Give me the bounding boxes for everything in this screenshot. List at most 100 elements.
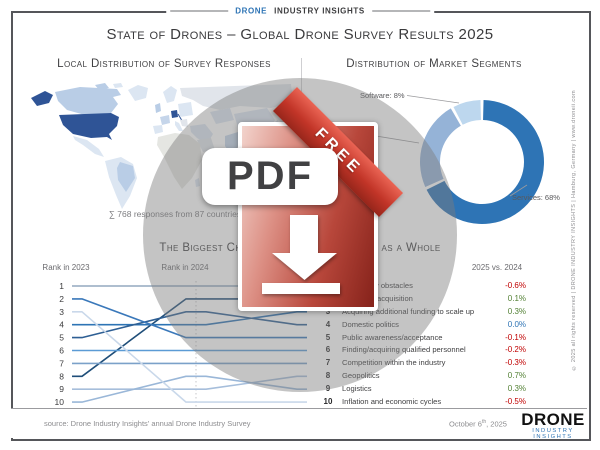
col-rank-2023: Rank in 2023 bbox=[42, 263, 90, 272]
map-uk bbox=[155, 103, 161, 113]
rank-bump-chart: 1 2 3 4 5 6 7 8 9 10 bbox=[55, 281, 307, 407]
rank-scale-label: 4 bbox=[59, 320, 64, 330]
challenge-label: Domestic politics bbox=[342, 319, 399, 329]
challenge-rank-2025: 5 bbox=[325, 332, 331, 342]
map-usa bbox=[59, 113, 119, 140]
challenge-change-value: -0.1% bbox=[505, 332, 526, 342]
bump-line bbox=[72, 310, 307, 326]
challenge-label: Logistics bbox=[342, 384, 372, 394]
publish-date: October 6th, 2025 bbox=[449, 419, 507, 429]
services-label: Services: 68% bbox=[512, 193, 560, 202]
map-africa bbox=[157, 133, 202, 189]
challenge-row: 9 Logistics 0.3% bbox=[320, 382, 526, 395]
bump-line bbox=[72, 310, 307, 403]
challenge-rank-2025: 6 bbox=[325, 345, 331, 355]
header-rule-left bbox=[170, 10, 229, 12]
challenge-row: 10 Inflation and economic cycles -0.5% bbox=[320, 395, 526, 408]
bump-line bbox=[72, 375, 307, 390]
page-title: State of Drones – Global Drone Survey Re… bbox=[106, 26, 494, 43]
donut-segment-software bbox=[453, 100, 481, 125]
services-leader-line bbox=[509, 184, 528, 197]
challenge-rank-2025: 8 bbox=[325, 371, 331, 381]
map-scandinavia bbox=[163, 86, 177, 103]
challenge-row: 3 Acquiring additional funding to scale u… bbox=[320, 305, 526, 318]
map-france bbox=[160, 115, 170, 125]
challenge-row: 4 Domestic politics 0.0% bbox=[320, 318, 526, 331]
challenge-rank-2025: 10 bbox=[323, 396, 333, 406]
source-note: source: Drone Industry Insights' annual … bbox=[44, 419, 251, 428]
rank-scale-label: 5 bbox=[59, 333, 64, 343]
col-rank-2024: Rank in 2024 bbox=[161, 263, 209, 272]
challenge-change-value: 0.7% bbox=[507, 371, 526, 381]
col-change-2025-vs-2024: 2025 vs. 2024 bbox=[471, 263, 523, 272]
world-map bbox=[31, 83, 295, 209]
challenge-change-value: -0.6% bbox=[505, 280, 526, 290]
market-segments-donut-chart: Software: 8% Hardware: 24% Services: 68% bbox=[330, 91, 560, 224]
responses-summary: ∑ 768 responses from 87 countries bbox=[108, 209, 242, 219]
challenge-change-value: 0.1% bbox=[507, 293, 526, 303]
challenge-rank-2025: 4 bbox=[325, 319, 331, 329]
challenge-row: 7 Competition within the industry -0.3% bbox=[320, 356, 526, 369]
rank-scale-2023: 1 2 3 4 5 6 7 8 9 10 bbox=[55, 281, 65, 407]
challenge-change-value: -0.3% bbox=[505, 358, 526, 368]
download-arrow-icon bbox=[262, 215, 340, 294]
map-germany bbox=[171, 110, 178, 118]
rank-scale-label: 8 bbox=[59, 371, 64, 381]
rank-scale-label: 9 bbox=[59, 384, 64, 394]
brand-primary: DRONE bbox=[235, 6, 268, 16]
rank-scale-label: 2 bbox=[59, 294, 64, 304]
donut-segment-hardware bbox=[420, 108, 461, 187]
map-alaska bbox=[31, 91, 53, 106]
copyright-note-wrap: © 2025 all rights reserved | DRONE INDUS… bbox=[566, 55, 582, 405]
logo-primary: DRONE bbox=[521, 410, 585, 429]
software-leader-line bbox=[406, 95, 460, 104]
segments-panel-title: Distribution of Market Segments bbox=[346, 58, 522, 70]
challenge-label: Public awareness/acceptance bbox=[342, 332, 443, 342]
challenge-row: 8 Geopolitics 0.7% bbox=[320, 369, 526, 382]
map-greenland bbox=[128, 85, 148, 101]
challenge-label: Geopolitics bbox=[342, 371, 380, 381]
rank-scale-label: 1 bbox=[59, 281, 64, 291]
rank-scale-label: 3 bbox=[59, 307, 64, 317]
company-logo: DRONE INDUSTRY INSIGHTS bbox=[519, 411, 587, 441]
copyright-note: © 2025 all rights reserved | DRONE INDUS… bbox=[571, 89, 577, 371]
challenge-row: 5 Public awareness/acceptance -0.1% bbox=[320, 331, 526, 344]
bump-line bbox=[72, 298, 307, 339]
challenge-label: Acquiring additional funding to scale up bbox=[342, 306, 475, 316]
bump-line bbox=[72, 375, 307, 403]
brand-secondary: INDUSTRY INSIGHTS bbox=[274, 6, 365, 16]
header-rule-right bbox=[371, 10, 430, 12]
challenge-change-value: -0.2% bbox=[505, 345, 526, 355]
challenge-label: Competition within the industry bbox=[342, 358, 446, 368]
rank-scale-label: 6 bbox=[59, 346, 64, 356]
map-iberia bbox=[153, 125, 163, 134]
rank-scale-label: 10 bbox=[55, 397, 65, 407]
map-mexico bbox=[73, 136, 104, 157]
map-italy bbox=[175, 121, 183, 131]
bump-lines bbox=[72, 285, 307, 403]
challenge-change-value: 0.3% bbox=[507, 306, 526, 316]
software-label: Software: 8% bbox=[360, 91, 405, 100]
bump-line bbox=[72, 310, 307, 339]
logo-secondary: INDUSTRY INSIGHTS bbox=[532, 428, 574, 440]
pdf-badge-label: PDF bbox=[227, 154, 313, 198]
map-brazil bbox=[117, 162, 135, 192]
challenge-list: 1Regulatory obstacles-0.6%2Customer acqu… bbox=[320, 279, 526, 408]
challenge-rank-2025: 9 bbox=[325, 384, 331, 394]
challenge-label: Finding/acquiring qualified personnel bbox=[342, 345, 466, 355]
pdf-badge: PDF bbox=[202, 148, 338, 205]
challenge-label: Inflation and economic cycles bbox=[342, 396, 442, 406]
challenge-change-value: 0.0% bbox=[507, 319, 526, 329]
map-russia bbox=[180, 84, 293, 110]
rank-scale-label: 7 bbox=[59, 358, 64, 368]
challenge-change-value: 0.3% bbox=[507, 384, 526, 394]
footer: source: Drone Industry Insights' annual … bbox=[11, 408, 587, 441]
challenge-rank-2025: 7 bbox=[325, 358, 331, 368]
map-panel-title: Local Distribution of Survey Responses bbox=[57, 58, 271, 70]
brand-header: DRONE INDUSTRY INSIGHTS bbox=[166, 6, 434, 16]
hardware-leader-line bbox=[375, 135, 420, 144]
challenge-rank-2025: 3 bbox=[325, 306, 331, 316]
map-madagascar bbox=[195, 178, 200, 187]
map-canada bbox=[55, 87, 121, 115]
